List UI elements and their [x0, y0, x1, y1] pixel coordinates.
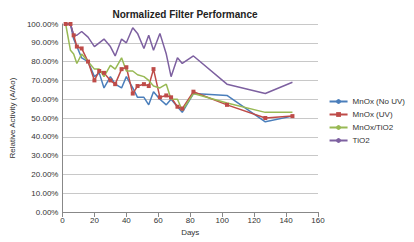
svg-text:MnOx/TiO2: MnOx/TiO2	[353, 123, 394, 132]
svg-text:MnOx (UV): MnOx (UV)	[353, 110, 393, 119]
svg-text:40: 40	[122, 216, 131, 225]
svg-text:90.00%: 90.00%	[31, 38, 58, 47]
svg-text:60: 60	[154, 216, 163, 225]
svg-text:50.00%: 50.00%	[31, 114, 58, 123]
svg-text:100: 100	[216, 216, 230, 225]
svg-text:0.00%: 0.00%	[36, 208, 59, 217]
svg-text:70.00%: 70.00%	[31, 76, 58, 85]
svg-text:Normalized Filter Performance: Normalized Filter Performance	[112, 9, 257, 20]
svg-text:60.00%: 60.00%	[31, 95, 58, 104]
svg-text:120: 120	[247, 216, 261, 225]
svg-text:Days: Days	[181, 228, 199, 237]
svg-text:160: 160	[311, 216, 325, 225]
svg-text:40.00%: 40.00%	[31, 132, 58, 141]
svg-text:Relative Activity (A/Ao): Relative Activity (A/Ao)	[8, 77, 17, 158]
svg-text:0: 0	[60, 216, 65, 225]
svg-text:140: 140	[279, 216, 293, 225]
svg-text:20: 20	[90, 216, 99, 225]
svg-text:10.00%: 10.00%	[31, 189, 58, 198]
svg-text:80.00%: 80.00%	[31, 57, 58, 66]
svg-text:80: 80	[186, 216, 195, 225]
svg-text:20.00%: 20.00%	[31, 170, 58, 179]
svg-text:MnOx (No UV): MnOx (No UV)	[353, 97, 406, 106]
svg-text:TiO2: TiO2	[353, 136, 371, 145]
svg-text:30.00%: 30.00%	[31, 151, 58, 160]
svg-text:100.00%: 100.00%	[27, 20, 59, 29]
